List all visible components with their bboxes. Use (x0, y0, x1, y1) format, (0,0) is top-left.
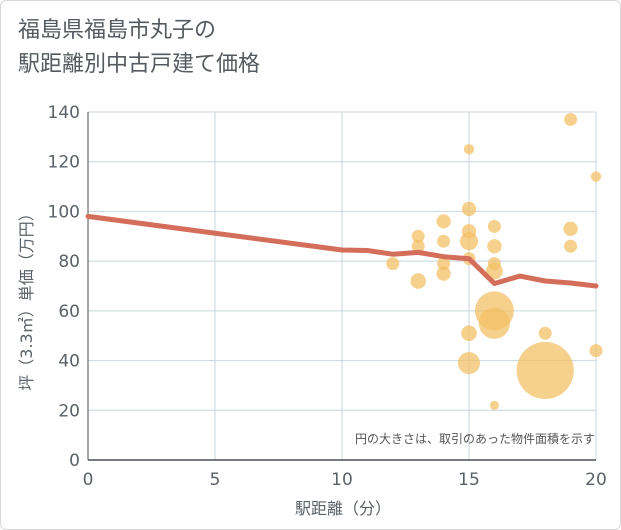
data-point (563, 221, 578, 236)
y-tick-label: 20 (58, 401, 80, 421)
data-point (411, 239, 425, 253)
x-tick-label: 10 (331, 470, 353, 490)
data-point (410, 273, 427, 289)
y-tick-label: 60 (58, 302, 80, 322)
data-point (538, 326, 552, 340)
data-point (411, 229, 425, 243)
data-point (461, 201, 477, 217)
y-axis-label: 坪（3.3㎡）単価（万円） (17, 205, 36, 390)
x-tick-label: 0 (83, 470, 94, 490)
data-point (489, 400, 499, 410)
y-tick-label: 80 (58, 252, 80, 272)
data-point (461, 325, 477, 342)
data-point (478, 307, 510, 339)
data-point (436, 214, 451, 229)
data-point (436, 266, 451, 281)
data-point (437, 257, 451, 271)
x-tick-labels: 0 5 10 15 20 (83, 470, 607, 490)
data-point (386, 257, 400, 271)
y-tick-labels: 0 20 40 60 80 100 120 140 (48, 103, 80, 471)
chart-title: 福島県福島市丸子の 駅距離別中古戸建て価格 (18, 14, 260, 82)
x-tick-label: 5 (210, 470, 221, 490)
title-line-1: 福島県福島市丸子の (18, 18, 217, 43)
data-point (487, 239, 502, 254)
data-point (564, 112, 578, 126)
data-point (487, 219, 501, 233)
data-point (463, 144, 475, 155)
y-tick-label: 140 (48, 103, 80, 123)
data-point (589, 344, 603, 358)
data-point (516, 341, 574, 400)
x-axis-label: 駅距離（分） (295, 499, 391, 518)
trend-line (85, 213, 599, 289)
data-point (564, 239, 578, 253)
y-tick-label: 40 (58, 352, 80, 372)
y-tick-label: 120 (48, 153, 80, 173)
y-tick-label: 100 (48, 202, 80, 222)
x-tick-label: 15 (458, 470, 480, 490)
data-point (485, 262, 503, 280)
data-point (590, 171, 602, 182)
size-note: 円の大きさは、取引のあった物件面積を示す (355, 431, 595, 446)
data-point (459, 232, 479, 251)
grid-lines (87, 111, 597, 461)
data-point (457, 352, 481, 375)
data-point (437, 234, 451, 248)
y-tick-label: 0 (69, 451, 80, 471)
x-tick-label: 20 (585, 470, 607, 490)
title-line-2: 駅距離別中古戸建て価格 (18, 52, 261, 77)
